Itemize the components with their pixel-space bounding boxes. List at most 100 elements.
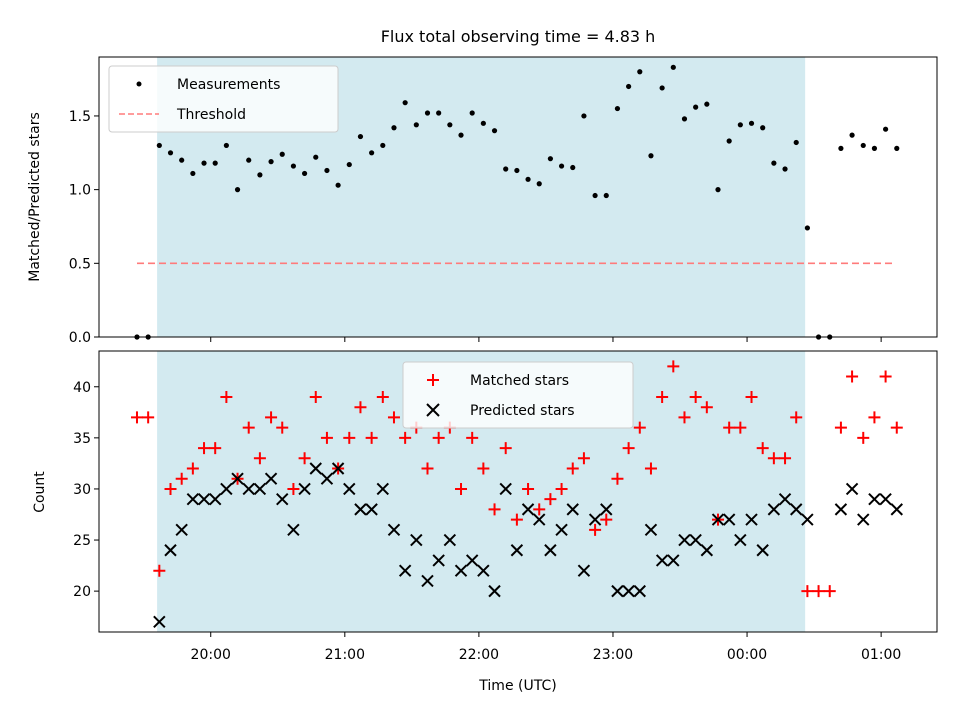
measurement-point	[670, 64, 676, 70]
predicted-star-point	[164, 544, 177, 557]
predicted-star-point	[689, 533, 702, 547]
matched-star-point	[700, 401, 713, 414]
matched-star-point	[779, 452, 792, 465]
matched-star-point	[153, 564, 166, 577]
matched-star-point	[689, 390, 702, 403]
matched-star-point	[276, 421, 289, 434]
measurement-point	[659, 85, 665, 91]
measurement-point	[447, 122, 453, 128]
predicted-star-point	[778, 492, 792, 506]
measurement-point	[257, 172, 263, 178]
predicted-star-point	[711, 513, 725, 526]
measurement-point	[592, 192, 598, 199]
predicted-star-point	[465, 554, 479, 567]
y-tick-label: 40	[73, 380, 91, 396]
matched-star-point	[633, 421, 646, 434]
measurement-point	[525, 176, 531, 182]
measurement-point	[883, 126, 889, 132]
predicted-star-point	[600, 503, 613, 516]
matched-star-point	[343, 431, 356, 444]
y-tick-label: 35	[73, 431, 91, 447]
predicted-star-point	[354, 503, 367, 516]
predicted-star-point	[398, 564, 412, 577]
measurement-point	[391, 125, 397, 131]
predicted-star-point	[533, 513, 546, 526]
measurement-point	[793, 139, 799, 146]
measurement-point	[402, 100, 408, 106]
matched-star-point	[756, 442, 769, 455]
predicted-star-point	[790, 503, 803, 516]
predicted-star-point	[287, 523, 300, 537]
matched-star-point	[890, 421, 903, 434]
predicted-star-point	[197, 492, 211, 506]
bottom-legend-box	[402, 361, 634, 429]
x-tick-label: 22:00	[459, 647, 499, 663]
measurement-point	[603, 192, 609, 199]
y-tick-label: 25	[73, 533, 91, 549]
predicted-star-point	[443, 533, 457, 547]
predicted-star-point	[499, 482, 512, 496]
matched-star-point	[466, 431, 479, 444]
measurement-point	[480, 120, 486, 126]
matched-star-point	[644, 462, 657, 475]
matched-star-point	[455, 482, 468, 495]
measurement-point	[246, 157, 252, 163]
predicted-star-point	[544, 544, 557, 557]
y-tick-label: 0.5	[69, 256, 91, 272]
matched-stars-series	[130, 360, 903, 598]
measurement-point	[737, 122, 743, 128]
top-x-ticks	[210, 337, 882, 342]
predicted-star-point	[488, 584, 501, 598]
measurement-point	[167, 150, 174, 156]
matched-star-point	[287, 482, 300, 495]
predicted-star-point	[756, 544, 769, 557]
bottom-y-axis-label: Count	[32, 471, 48, 513]
matched-star-point	[510, 513, 523, 526]
bottom-plot-frame	[98, 350, 938, 633]
predicted-star-point	[421, 574, 434, 588]
x-tick-label: 00:00	[727, 647, 767, 663]
measurement-point	[324, 167, 330, 174]
matched-star-point	[566, 462, 579, 475]
measurement-point	[614, 105, 621, 112]
matched-star-point	[164, 482, 177, 495]
matched-star-point	[812, 585, 825, 598]
predicted-star-point	[331, 462, 345, 475]
measurement-point	[279, 151, 285, 157]
predicted-star-point	[153, 615, 166, 628]
predicted-star-point	[722, 513, 736, 526]
predicted-star-point	[477, 564, 490, 577]
measurement-point	[491, 128, 498, 134]
predicted-star-point	[890, 503, 903, 516]
predicted-star-point	[588, 513, 602, 526]
measurement-point	[268, 159, 274, 165]
measurement-point	[782, 166, 788, 172]
matched-star-point	[600, 513, 613, 526]
measurement-point	[838, 145, 844, 151]
legend-threshold-label: Threshold	[176, 107, 246, 123]
matched-star-point	[544, 493, 557, 506]
matched-star-point	[421, 462, 434, 475]
predicted-star-point	[510, 544, 524, 557]
bottom-x-axis: 20:00 21:00 22:00 23:00 00:00 01:00	[191, 632, 901, 663]
x-tick-label: 01:00	[861, 647, 901, 663]
predicted-star-point	[320, 472, 334, 485]
predicted-star-point	[566, 503, 579, 516]
predicted-star-point	[667, 554, 680, 567]
measurement-point	[626, 83, 632, 90]
matched-star-point	[209, 442, 222, 455]
measurement-point	[648, 153, 654, 159]
measurement-point	[223, 142, 229, 149]
matched-star-point	[656, 390, 669, 403]
predicted-star-point	[343, 482, 356, 496]
predicted-star-point	[264, 472, 278, 485]
predicted-star-point	[242, 482, 255, 496]
measurement-point	[704, 101, 710, 107]
predicted-star-point	[678, 533, 691, 547]
matched-star-point	[130, 411, 143, 424]
measurement-point	[760, 125, 766, 131]
predicted-star-point	[276, 492, 289, 506]
matched-star-point	[767, 452, 780, 465]
matched-star-point	[589, 523, 602, 536]
